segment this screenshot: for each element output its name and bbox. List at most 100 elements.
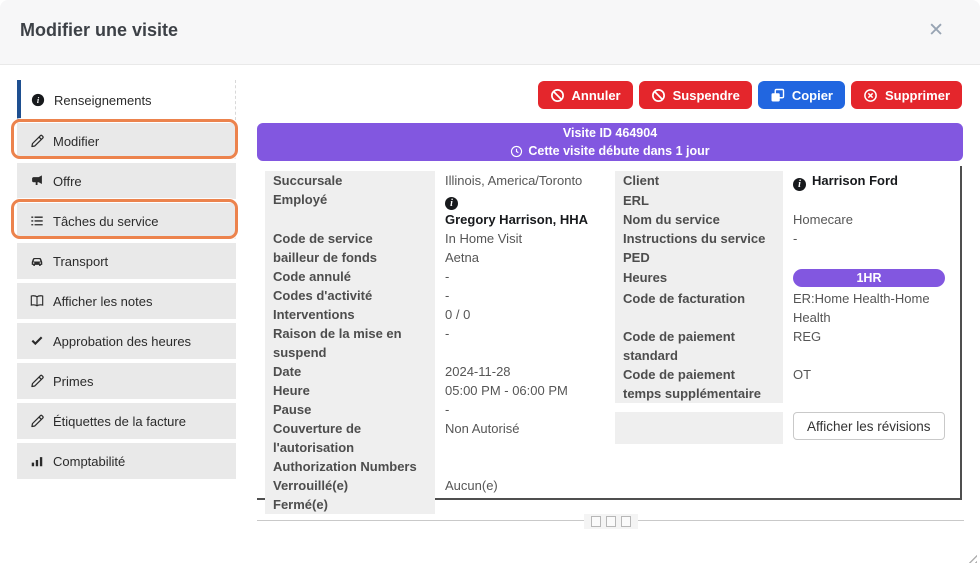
- detail-row: ERL: [615, 191, 960, 210]
- detail-value-text: Illinois, America/Toronto: [445, 173, 583, 188]
- action-buttons: Annuler Suspendre Copier Supprimer: [537, 81, 962, 109]
- detail-label: ERL: [615, 191, 783, 210]
- detail-value: 2024-11-28: [435, 362, 605, 381]
- detail-label: Couverture de l'autorisation: [265, 419, 435, 457]
- sidebar-item-label: Offre: [53, 173, 82, 189]
- sidebar-item-label: Approbation des heures: [53, 333, 192, 349]
- circle-x-icon: [863, 88, 878, 103]
- detail-label: Employé: [265, 190, 435, 229]
- suspendre-button[interactable]: Suspendre: [638, 81, 752, 109]
- tasks-icon: [29, 214, 44, 228]
- handle-square: [620, 516, 631, 527]
- sidebar-item-renseignements[interactable]: i Renseignements: [17, 80, 236, 120]
- sidebar-item-transport[interactable]: Transport: [17, 243, 236, 279]
- detail-label: Heures: [615, 267, 783, 289]
- info-icon: i: [30, 93, 45, 107]
- detail-value-text: In Home Visit: [445, 231, 523, 246]
- detail-value: i Harrison Ford: [783, 171, 960, 191]
- detail-value: i Gregory Harrison, HHA: [435, 190, 605, 229]
- page-title: Modifier une visite: [20, 20, 179, 40]
- detail-row: Code de facturation ER:Home Health-Home H…: [615, 289, 960, 327]
- detail-row: Date 2024-11-28: [265, 362, 605, 381]
- detail-label: Code de service: [265, 229, 435, 248]
- detail-value: -: [435, 286, 605, 305]
- detail-label: Code annulé: [265, 267, 435, 286]
- detail-value-text: Homecare: [793, 212, 853, 227]
- detail-row: Employé i Gregory Harrison, HHA: [265, 190, 605, 229]
- close-icon[interactable]: ✕: [922, 20, 950, 41]
- sidebar-item-label: Étiquettes de la facture: [53, 413, 186, 429]
- detail-value: 1HR: [783, 268, 960, 288]
- sidebar-item-etiquettes-de-la-facture[interactable]: Étiquettes de la facture: [17, 403, 236, 439]
- copier-button[interactable]: Copier: [757, 81, 845, 109]
- detail-label: [615, 412, 783, 444]
- visit-details-panel: Succursale Illinois, America/Toronto Emplo…: [257, 166, 962, 514]
- detail-value-text: -: [445, 402, 450, 417]
- info-icon: i: [445, 197, 458, 210]
- detail-value: [435, 495, 605, 514]
- sidebar-item-primes[interactable]: Primes: [17, 363, 236, 399]
- detail-row: Code de paiement temps supplémentaire OT: [615, 365, 960, 403]
- detail-label: Raison de la mise en suspend: [265, 324, 435, 362]
- detail-label: Nom du service: [615, 210, 783, 229]
- show-revisions-button[interactable]: Afficher les révisions: [793, 412, 945, 440]
- detail-label: Client: [615, 171, 783, 191]
- detail-row: Code de paiement standard REG: [615, 327, 960, 365]
- detail-value-text: REG: [793, 329, 822, 344]
- sidebar-item-modifier[interactable]: Modifier: [17, 123, 236, 159]
- clock-icon: [510, 145, 523, 158]
- detail-value: REG: [783, 327, 960, 365]
- detail-label: Code de paiement temps supplémentaire: [615, 365, 783, 403]
- detail-row: Client i Harrison Ford: [615, 171, 960, 191]
- visit-id-text: Visite ID 464904: [562, 125, 658, 140]
- detail-value-text: -: [793, 231, 798, 246]
- pencil-icon: [29, 414, 44, 428]
- handle-square: [605, 516, 616, 527]
- person-name: Gregory Harrison, HHA: [445, 212, 589, 227]
- action-button-label: Annuler: [571, 87, 621, 103]
- dialog-header: Modifier une visite ✕: [0, 0, 980, 65]
- detail-row: Pause -: [265, 400, 605, 419]
- detail-value: -: [783, 229, 960, 248]
- detail-label: Pause: [265, 400, 435, 419]
- detail-value-text: ER:Home Health-Home Health: [793, 291, 930, 325]
- detail-label: Codes d'activité: [265, 286, 435, 305]
- detail-value-text: 05:00 PM - 06:00 PM: [445, 383, 568, 398]
- sidebar-item-label: Transport: [53, 253, 109, 269]
- detail-value: Aucun(e): [435, 476, 605, 495]
- detail-row: Heure 05:00 PM - 06:00 PM: [265, 381, 605, 400]
- action-button-label: Suspendre: [672, 87, 740, 103]
- panel-resize-handle[interactable]: [583, 514, 638, 529]
- detail-value-text: OT: [793, 367, 812, 382]
- detail-value: Non Autorisé: [435, 419, 605, 457]
- pencil-icon: [29, 374, 44, 388]
- sidebar-item-offre[interactable]: Offre: [17, 163, 236, 199]
- detail-value-text: Non Autorisé: [445, 421, 520, 436]
- sidebar-item-afficher-les-notes[interactable]: Afficher les notes: [17, 283, 236, 319]
- detail-label: bailleur de fonds: [265, 248, 435, 267]
- detail-row: Authorization Numbers: [265, 457, 605, 476]
- sidebar-item-label: Renseignements: [54, 92, 152, 108]
- detail-row: bailleur de fonds Aetna: [265, 248, 605, 267]
- annuler-button[interactable]: Annuler: [537, 81, 633, 109]
- supprimer-button[interactable]: Supprimer: [850, 81, 962, 109]
- details-table-left: Succursale Illinois, America/Toronto Emplo…: [265, 171, 605, 514]
- sidebar-item-comptabilite[interactable]: Comptabilité: [17, 443, 236, 479]
- sidebar-item-taches-du-service[interactable]: Tâches du service: [17, 203, 236, 239]
- detail-label: Instructions du service: [615, 229, 783, 248]
- detail-row: Verrouillé(e) Aucun(e): [265, 476, 605, 495]
- ban-icon: [651, 88, 666, 103]
- window-resize-grip[interactable]: [965, 551, 977, 563]
- detail-value-text: -: [445, 269, 450, 284]
- detail-value: OT: [783, 365, 960, 403]
- action-button-label: Copier: [791, 87, 833, 103]
- svg-text:i: i: [36, 96, 39, 105]
- detail-label: Succursale: [265, 171, 435, 190]
- sidebar-item-approbation-des-heures[interactable]: Approbation des heures: [17, 323, 236, 359]
- detail-row: PED: [615, 248, 960, 267]
- sidebar: i Renseignements Modifier Offre Tâches du se…: [11, 80, 238, 483]
- detail-row: Interventions 0 / 0: [265, 305, 605, 324]
- detail-value-text: -: [445, 326, 450, 341]
- car-icon: [29, 254, 44, 268]
